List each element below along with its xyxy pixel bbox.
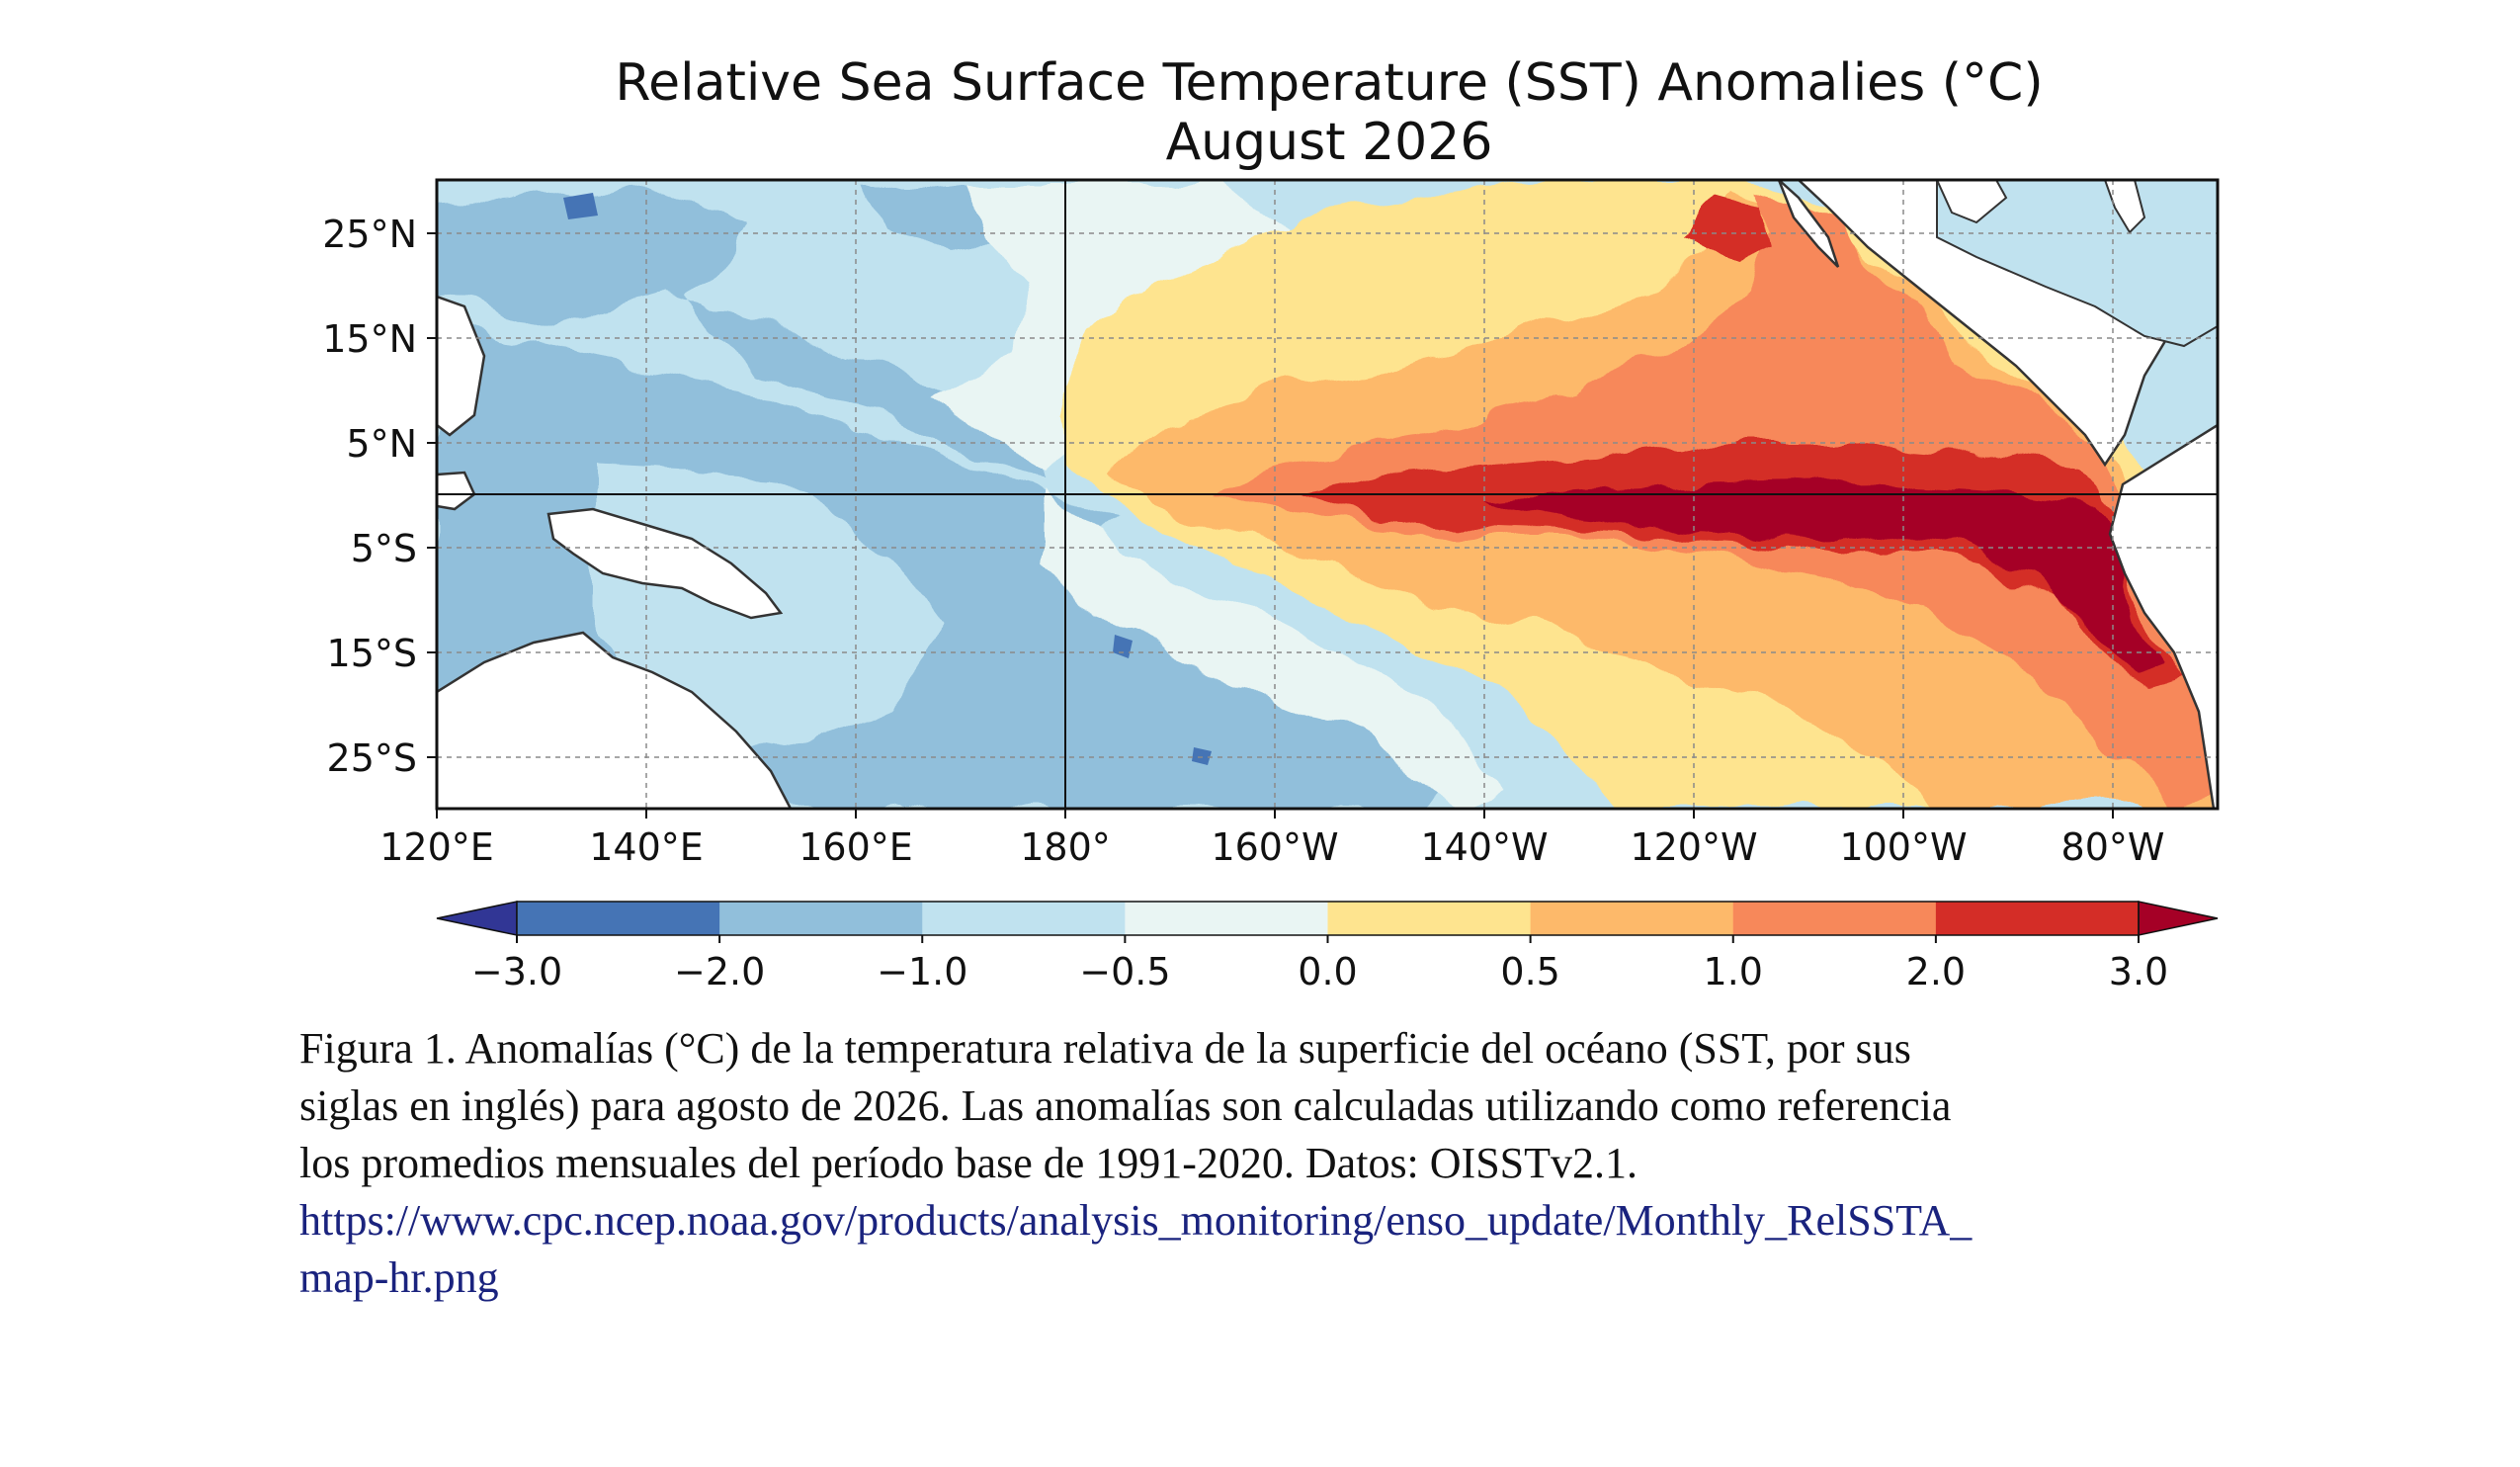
region-neg-1-2 [870,183,1008,257]
lon-tick-label: 140°W [1420,825,1548,869]
lon-tick-label: 160°E [798,825,913,869]
caption-source-link[interactable]: https://www.cpc.ncep.noaa.gov/products/a… [299,1196,1973,1245]
anomaly-contours [437,180,2218,809]
land-south-america [2108,423,2218,809]
caption-line-3: los promedios mensuales del período base… [299,1139,1638,1187]
colorbar-tick-label: 3.0 [2109,950,2168,993]
colorbar-extend-max [2138,901,2219,936]
lat-tick-label: 25°N [322,213,417,256]
lon-tick-label: 80°W [2061,825,2165,869]
colorbar-tick-label: 2.0 [1906,950,1966,993]
map-area [437,180,2218,809]
colorbar-extend-min [436,901,518,936]
colorbar-segment [922,902,1126,935]
spot-neg-3-b [1113,635,1133,658]
colorbar: −3.0 −2.0 −1.0 −0.5 0.0 0.5 1.0 2.0 3.0 [436,901,2219,993]
colorbar-tick-label: 0.0 [1298,950,1357,993]
colorbar-tick-label: −1.0 [877,950,967,993]
lon-tick-label: 160°W [1211,825,1338,869]
colorbar-segment [1935,902,2140,935]
land-new-guinea [546,507,784,620]
map-subtitle: August 2026 [1165,113,1493,172]
lon-tick-label: 120°W [1630,825,1757,869]
spot-neg-3-a [563,193,598,219]
colorbar-segment [517,902,720,935]
lat-tick-label: 25°S [327,736,417,780]
spot-neg-3-c [1192,747,1212,765]
lon-tick-label: 100°W [1839,825,1967,869]
colorbar-segment [1327,902,1532,935]
colorbar-tick-label: 0.5 [1500,950,1559,993]
colorbar-tick-label: −0.5 [1079,950,1170,993]
colorbar-segment [1732,902,1937,935]
land-philippines [437,295,486,437]
caption-line-2: siglas en inglés) para agosto de 2026. L… [299,1081,1952,1130]
region-pos-3-plus [1482,482,2164,672]
gulf-of-mexico-land-edge [1935,180,2008,224]
colorbar-tick-label: −3.0 [471,950,562,993]
lon-tick-label: 140°E [589,825,704,869]
map-frame [435,178,2220,811]
land-baja-california [1777,180,1840,268]
lat-tick-label: 15°N [322,317,417,361]
caption-line-1: Figura 1. Anomalías (°C) de la temperatu… [299,1024,1911,1073]
land-australia [437,631,793,809]
longitude-axis: 120°E 140°E 160°E 180° 160°W 140°W 120°W 100°W 8… [379,809,2164,869]
lat-tick-label: 5°S [351,527,417,570]
lat-tick-label: 15°S [327,632,417,675]
lon-tick-label: 180° [1020,825,1111,869]
colorbar-segment [1530,902,1734,935]
lat-tick-label: 5°N [346,422,417,466]
colorbar-segment [1125,902,1328,935]
land-borneo-sulawesi [437,471,476,511]
region-neg-05-south [1048,494,1502,809]
lon-tick-label: 120°E [379,825,494,869]
caption-source-link-cont[interactable]: map-hr.png [299,1253,499,1302]
colorbar-segment [719,902,923,935]
caribbean-water [1936,180,2218,348]
colorbar-tick-label: 1.0 [1704,950,1763,993]
region-neg-1-0 [437,183,1048,484]
graticule [437,180,2218,809]
region-pos-2-3-north [1680,203,1779,267]
map-title: Relative Sea Surface Temperature (SST) A… [615,53,2044,113]
latitude-axis: 25°N 15°N 5°N 5°S 15°S 25°S [322,213,437,780]
colorbar-tick-label: −2.0 [674,950,765,993]
